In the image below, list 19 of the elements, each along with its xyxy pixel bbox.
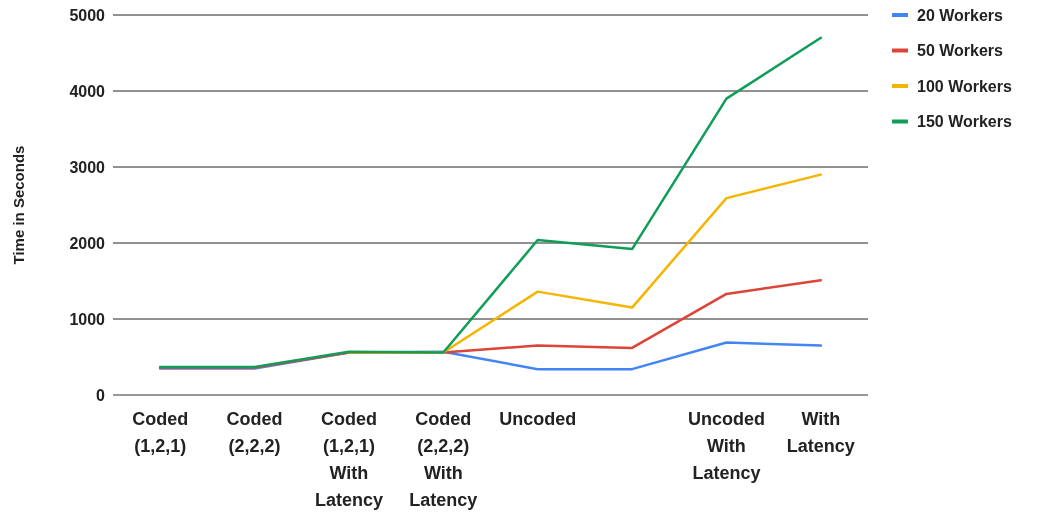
y-tick-label: 0 [96,386,106,404]
y-tick-label: 1000 [69,310,106,328]
y-axis-title: Time in Seconds [10,145,27,265]
x-tick-label: With Latency [786,409,855,456]
y-tick-label: 5000 [69,6,106,24]
legend-label: 100 Workers [917,77,1012,95]
legend-label: 50 Workers [917,42,1004,60]
x-tick-label: Coded (2,2,2) [226,409,283,456]
x-tick-label: Uncoded With Latency [687,409,765,483]
y-tick-label: 4000 [69,82,106,100]
x-tick-label: Uncoded [499,409,577,429]
y-tick-label: 3000 [69,158,106,176]
x-tick-label: Coded (1,2,1) [132,409,189,456]
legend-label: 150 Workers [917,113,1012,131]
y-tick-label: 2000 [69,234,106,252]
x-tick-label: Coded (2,2,2) With Latency [409,409,478,510]
x-tick-label: Coded (1,2,1) With Latency [314,409,383,510]
legend-label: 20 Workers [917,6,1004,24]
line-series [158,36,823,369]
